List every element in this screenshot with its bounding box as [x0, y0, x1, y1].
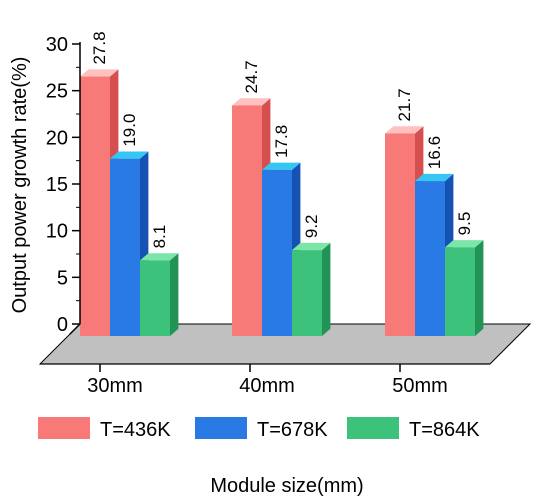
legend-label: T=436K	[100, 419, 171, 441]
y-tick-label: 0	[57, 314, 68, 336]
bar-top	[140, 253, 179, 261]
x-tick-label: 50mm	[392, 375, 448, 397]
bar: 9.5	[445, 212, 484, 336]
bar-front	[415, 181, 445, 336]
bar-top	[445, 240, 484, 248]
bar-side	[170, 253, 179, 336]
y-tick-label: 20	[46, 127, 68, 149]
y-axis-foot	[69, 323, 81, 335]
legend-swatch	[38, 417, 90, 439]
bar-top	[110, 151, 149, 159]
data-label: 27.8	[90, 31, 109, 64]
bar-front	[292, 250, 322, 336]
data-label: 24.7	[242, 60, 261, 93]
legend-item: T=678K	[195, 417, 328, 441]
data-label: 21.7	[395, 88, 414, 121]
data-label: 9.2	[302, 214, 321, 238]
legend-swatch	[347, 417, 399, 439]
bar: 9.2	[292, 214, 331, 336]
legend-swatch	[195, 417, 247, 439]
bar-top	[80, 69, 119, 77]
data-label: 17.8	[272, 125, 291, 158]
y-tick-label: 15	[46, 174, 68, 196]
bar-top	[232, 98, 271, 106]
legend-item: T=864K	[347, 417, 480, 441]
bar-front	[385, 133, 415, 336]
x-tick-label: 30mm	[87, 375, 143, 397]
bar-top	[292, 242, 331, 251]
y-tick-label: 5	[57, 267, 68, 289]
bar-top	[415, 173, 454, 182]
data-label: 19.0	[120, 114, 139, 147]
data-label: 8.1	[150, 225, 169, 249]
bar-side	[475, 240, 484, 336]
x-axis-title: Module size(mm)	[210, 475, 363, 497]
data-label: 9.5	[455, 212, 474, 236]
bar-front	[232, 105, 262, 336]
bar: 19.0	[110, 114, 149, 336]
bar-side	[322, 242, 331, 336]
y-axis-title: Output power growth rate(%)	[9, 57, 31, 314]
y-tick-label: 30	[46, 34, 68, 56]
x-tick-label: 40mm	[239, 375, 295, 397]
bar-front	[445, 247, 475, 336]
bar: 8.1	[140, 225, 179, 336]
bar-front	[140, 260, 170, 336]
bar-front	[110, 158, 140, 336]
bar-front	[262, 169, 292, 336]
legend-item: T=436K	[38, 417, 171, 441]
legend-label: T=864K	[409, 419, 480, 441]
bar-front	[80, 76, 110, 337]
y-tick-label: 25	[46, 81, 68, 103]
bar-top	[385, 126, 424, 134]
legend-label: T=678K	[257, 419, 328, 441]
bar-top	[262, 162, 301, 170]
data-label: 16.6	[425, 136, 444, 169]
y-tick-label: 10	[46, 221, 68, 243]
